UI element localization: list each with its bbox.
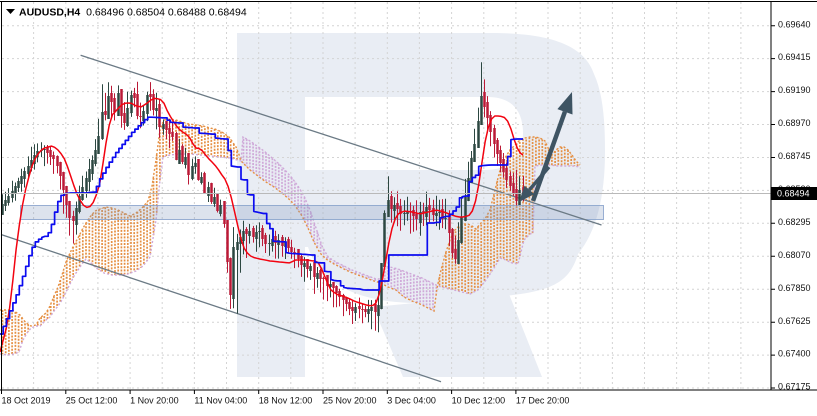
svg-text:0.68295: 0.68295: [778, 217, 811, 227]
svg-text:10 Dec 12:00: 10 Dec 12:00: [452, 396, 506, 406]
svg-text:0.68494: 0.68494: [777, 189, 810, 199]
svg-text:0.67625: 0.67625: [778, 316, 811, 326]
svg-text:0.68745: 0.68745: [778, 151, 811, 161]
svg-text:1 Nov 20:00: 1 Nov 20:00: [130, 396, 179, 406]
svg-text:11 Nov 04:00: 11 Nov 04:00: [194, 396, 247, 406]
svg-text:0.69640: 0.69640: [778, 19, 811, 29]
svg-text:18 Oct 2019: 18 Oct 2019: [2, 396, 51, 406]
svg-text:0.68970: 0.68970: [778, 118, 811, 128]
svg-text:0.67850: 0.67850: [778, 283, 811, 293]
svg-text:0.67400: 0.67400: [778, 349, 811, 359]
svg-text:17 Dec 20:00: 17 Dec 20:00: [516, 396, 570, 406]
svg-text:25 Oct 12:00: 25 Oct 12:00: [66, 396, 118, 406]
svg-text:0.68070: 0.68070: [778, 250, 811, 260]
svg-text:0.67175: 0.67175: [778, 382, 811, 392]
svg-text:25 Nov 20:00: 25 Nov 20:00: [323, 396, 377, 406]
svg-text:3 Dec 04:00: 3 Dec 04:00: [387, 396, 436, 406]
svg-text:AUDUSD,H4 0.68496 0.68504 0.6: AUDUSD,H4 0.68496 0.68504 0.68488 0.6849…: [19, 7, 247, 19]
svg-text:0.69190: 0.69190: [778, 85, 811, 95]
svg-text:0.69415: 0.69415: [778, 52, 811, 62]
svg-text:18 Nov 12:00: 18 Nov 12:00: [259, 396, 313, 406]
